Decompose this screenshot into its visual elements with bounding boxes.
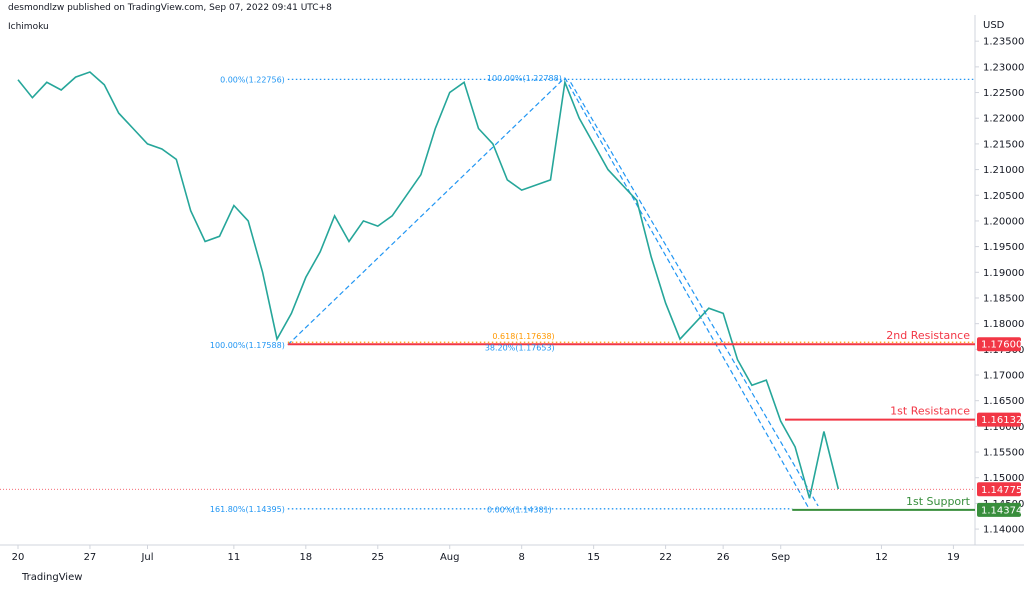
price-tag	[977, 337, 1021, 352]
x-tick-label: 11	[227, 552, 240, 563]
y-tick-label: 1.16500	[983, 396, 1024, 407]
level-label: 1st Support	[906, 495, 971, 508]
y-tick-label: 1.23000	[983, 62, 1024, 73]
y-tick-label: 1.21000	[983, 165, 1024, 176]
x-tick-label: 8	[518, 552, 524, 563]
x-tick-label: 27	[84, 552, 97, 563]
fib-label: 0.00%(1.22756)	[220, 75, 285, 84]
brand: TradingView	[22, 572, 83, 583]
price-tag	[977, 482, 1021, 497]
y-tick-label: 1.22000	[983, 114, 1024, 125]
y-tick-label: 1.15500	[983, 448, 1024, 459]
x-tick-label: 15	[587, 552, 600, 563]
x-tick-label: 26	[717, 552, 730, 563]
price-tag-label: 1.14374	[981, 505, 1022, 516]
y-tick-label: 1.22500	[983, 88, 1024, 99]
y-tick-label: 1.15000	[983, 473, 1024, 484]
x-tick-label: 19	[947, 552, 960, 563]
y-tick-label: 1.23500	[983, 37, 1024, 48]
y-tick-label: 1.19000	[983, 268, 1024, 279]
x-tick-label: 22	[659, 552, 672, 563]
x-tick-label: Aug	[440, 552, 460, 563]
price-tag-label: 1.14775	[981, 485, 1022, 496]
y-tick-label: 1.18500	[983, 293, 1024, 304]
trend-line	[564, 77, 811, 510]
price-tag	[977, 412, 1021, 427]
fib-label: 161.80%(1.14395)	[210, 505, 285, 514]
y-tick-label: 1.21500	[983, 139, 1024, 150]
fib-label: 0.00%(1.14381)	[487, 506, 552, 515]
price-tag-label: 1.16132	[981, 415, 1022, 426]
price-tag-label: 1.17600	[981, 340, 1022, 351]
x-tick-label: 20	[12, 552, 25, 563]
fib-label: 38.20%(1.17653)	[485, 343, 555, 352]
price-line	[17, 71, 840, 499]
y-tick-label: 1.16000	[983, 422, 1024, 433]
trend-line	[570, 81, 819, 507]
indicator-name: Ichimoku	[8, 22, 49, 32]
attribution: desmondlzw published on TradingView.com,…	[8, 3, 332, 13]
x-tick-label: 12	[875, 552, 888, 563]
x-tick-label: 18	[299, 552, 312, 563]
y-tick-label: 1.17000	[983, 371, 1024, 382]
x-tick-label: Jul	[140, 552, 153, 563]
y-tick-label: 1.14000	[983, 525, 1024, 536]
price-tag	[977, 502, 1021, 517]
fib-label: 0.618(1.17638)	[492, 332, 554, 341]
y-tick-label: 1.19500	[983, 242, 1024, 253]
fib-label: 100.00%(1.22788)	[487, 74, 562, 83]
y-tick-label: 1.20000	[983, 216, 1024, 227]
level-label: 2nd Resistance	[886, 329, 970, 342]
trend-line	[287, 77, 566, 346]
y-axis-label: USD	[983, 20, 1005, 31]
x-tick-label: 25	[371, 552, 384, 563]
y-tick-label: 1.18000	[983, 319, 1024, 330]
y-tick-label: 1.20500	[983, 191, 1024, 202]
x-tick-label: Sep	[771, 552, 790, 563]
level-label: 1st Resistance	[890, 405, 970, 418]
fib-label: 100.00%(1.17588)	[210, 341, 285, 350]
